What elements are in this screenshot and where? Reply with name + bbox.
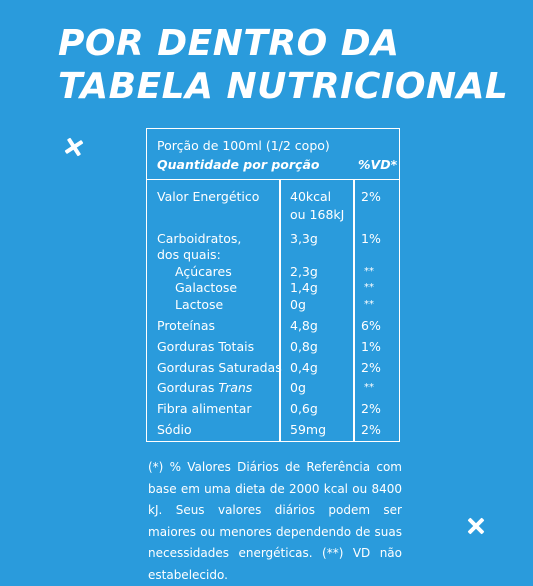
- row-qty: 40kcal: [290, 189, 332, 204]
- title-line-1: POR DENTRO DA: [58, 23, 400, 64]
- row-qty: 59mg: [290, 422, 327, 437]
- row-qty: 0g: [290, 380, 306, 395]
- row-vd: **: [364, 382, 374, 393]
- amount-header: Quantidade por porção: [157, 157, 320, 172]
- row-name: Gorduras Trans: [157, 380, 252, 396]
- row-vd: **: [364, 282, 374, 293]
- row-qty: 0,8g: [290, 339, 318, 354]
- row-vd: **: [364, 299, 374, 310]
- row-name: Gorduras Totais: [157, 339, 255, 354]
- row-name: Sódio: [157, 422, 192, 437]
- row-qty: 0,6g: [290, 401, 318, 416]
- row-name: Carboidratos,: [157, 231, 242, 246]
- row-vd: 2%: [361, 401, 381, 416]
- row-vd: 1%: [361, 339, 381, 354]
- row-name: Açúcares: [175, 264, 232, 279]
- row-name: Gorduras Saturadas: [157, 360, 282, 375]
- row-name: Proteínas: [157, 318, 215, 333]
- x-icon: [466, 516, 486, 536]
- row-name: Lactose: [175, 297, 224, 312]
- vd-header: %VD*: [358, 157, 398, 172]
- row-qty: 0,4g: [290, 360, 318, 375]
- row-name: dos quais:: [157, 247, 221, 262]
- column-divider: [279, 179, 281, 441]
- row-qty: 3,3g: [290, 231, 318, 246]
- row-vd: 1%: [361, 231, 381, 246]
- row-qty: 1,4g: [290, 280, 318, 295]
- x-icon: [62, 135, 86, 159]
- row-vd: 2%: [361, 360, 381, 375]
- portion-label: Porção de 100ml (1/2 copo): [157, 138, 330, 153]
- row-vd: 6%: [361, 318, 381, 333]
- row-name: Galactose: [175, 280, 238, 295]
- page-title: POR DENTRO DA TABELA NUTRICIONAL: [58, 22, 508, 108]
- table-header: Porção de 100ml (1/2 copo) Quantidade po…: [147, 129, 399, 180]
- row-vd: 2%: [361, 422, 381, 437]
- row-qty: 2,3g: [290, 264, 318, 279]
- row-vd: **: [364, 266, 374, 277]
- column-divider: [353, 179, 355, 441]
- row-name-italic: Trans: [218, 380, 253, 395]
- nutrition-table: Porção de 100ml (1/2 copo) Quantidade po…: [146, 128, 400, 442]
- row-qty: ou 168kJ: [290, 207, 345, 222]
- footnote: (*) % Valores Diários de Referência com …: [148, 460, 402, 582]
- row-vd: 2%: [361, 189, 381, 204]
- row-name-text: Gorduras: [157, 380, 215, 395]
- row-name: Valor Energético: [157, 189, 260, 204]
- row-name: Fibra alimentar: [157, 401, 252, 416]
- row-qty: 4,8g: [290, 318, 318, 333]
- row-qty: 0g: [290, 297, 306, 312]
- title-line-2: TABELA NUTRICIONAL: [58, 66, 509, 107]
